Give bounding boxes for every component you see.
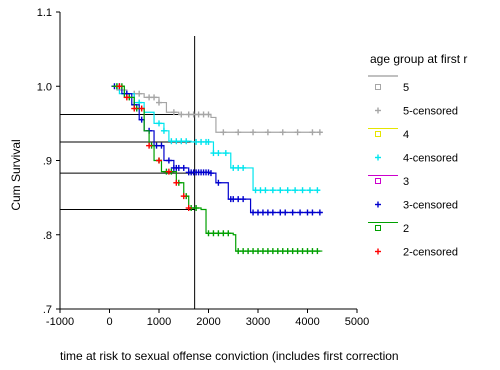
legend-title: age group at first r <box>370 52 467 66</box>
legend-entry-label: 2 <box>403 223 409 235</box>
censor-mark <box>205 111 212 118</box>
y-tick-label: .9 <box>43 156 52 168</box>
legend-entry-label: 3-censored <box>403 200 458 212</box>
x-tick-label: 4000 <box>295 316 319 328</box>
censor-mark <box>297 209 304 216</box>
series-layer <box>111 83 323 255</box>
censor-mark <box>158 142 165 149</box>
censor-mark <box>316 209 323 216</box>
censor-mark <box>314 248 321 255</box>
censor-mark <box>250 129 257 136</box>
x-tick-label: 0 <box>106 316 112 328</box>
legend-plus-marker <box>375 154 381 161</box>
censor-mark <box>289 209 296 216</box>
series-5 <box>111 85 323 136</box>
ticks: 1.1 1.0 .9 .8 .7-1000 0 1000 2000 3000 4000 5000 <box>37 7 370 328</box>
x-tick-label: 1000 <box>147 316 171 328</box>
censor-mark <box>173 179 180 186</box>
survival-curve-3 <box>111 85 323 214</box>
censor-mark <box>220 129 227 136</box>
x-tick-label: -1000 <box>46 316 74 328</box>
censor-mark <box>264 129 271 136</box>
censor-mark <box>180 193 187 200</box>
censor-mark <box>292 187 299 194</box>
reference-lines <box>60 36 196 309</box>
censor-mark <box>277 187 284 194</box>
censor-mark <box>299 187 306 194</box>
series-3 <box>111 83 323 216</box>
censor-mark <box>165 168 172 175</box>
censor-mark <box>240 196 247 203</box>
censor-mark <box>185 205 192 212</box>
censor-mark <box>314 187 321 194</box>
censor-mark <box>123 94 130 101</box>
legend-plus-marker <box>375 107 381 114</box>
censor-mark <box>316 129 323 136</box>
series-2-red <box>116 83 192 212</box>
censor-mark <box>284 187 291 194</box>
censor-mark <box>183 138 190 145</box>
censor-mark <box>178 111 185 118</box>
survival-curve-2 <box>111 85 323 252</box>
censor-mark <box>205 138 212 145</box>
censor-mark <box>279 129 286 136</box>
legend: age group at first r 5 5-censored 4 4-censo… <box>368 52 467 259</box>
legend-square-marker <box>375 84 381 90</box>
y-tick-label: .7 <box>43 304 52 316</box>
survival-curve-5 <box>111 85 323 133</box>
censor-mark <box>306 187 313 194</box>
y-tick-label: .8 <box>43 230 52 242</box>
censor-mark <box>282 209 289 216</box>
censor-mark <box>138 105 145 112</box>
censor-mark <box>215 150 222 157</box>
legend-square-marker <box>375 225 381 231</box>
censor-mark <box>160 127 167 134</box>
legend-plus-marker <box>375 201 381 208</box>
censor-mark <box>193 205 200 212</box>
x-axis-label: time at risk to sexual offense convictio… <box>60 349 399 363</box>
x-tick-label: 3000 <box>246 316 270 328</box>
legend-entry-label: 4 <box>403 129 409 141</box>
censor-mark <box>151 94 158 101</box>
axes <box>59 12 357 310</box>
censor-mark <box>131 105 138 112</box>
censor-mark <box>207 170 214 177</box>
y-tick-label: 1.0 <box>37 81 52 93</box>
y-axis-label: Cum Survival <box>9 139 23 210</box>
censor-mark <box>156 120 162 127</box>
censor-mark <box>240 164 247 171</box>
censor-mark <box>215 179 222 186</box>
censor-mark <box>235 129 242 136</box>
censor-mark <box>269 209 276 216</box>
legend-square-marker <box>375 131 381 137</box>
censor-mark <box>156 157 162 164</box>
censor-mark <box>136 90 143 97</box>
legend-entry-label: 3 <box>403 176 409 188</box>
censor-mark <box>165 157 172 164</box>
censor-mark <box>262 187 269 194</box>
censor-mark <box>146 142 153 149</box>
x-tick-label: 5000 <box>345 316 369 328</box>
censor-mark <box>156 99 162 106</box>
censor-mark <box>116 83 123 90</box>
legend-entry-label: 5 <box>403 82 409 94</box>
x-tick-label: 2000 <box>196 316 220 328</box>
censor-mark <box>225 230 232 237</box>
censor-mark <box>309 129 316 136</box>
legend-plus-marker <box>375 248 381 255</box>
censor-mark <box>170 109 177 116</box>
censor-mark <box>269 187 276 194</box>
censor-mark <box>222 150 229 157</box>
legend-entry-label: 5-censored <box>403 106 458 118</box>
legend-entry-label: 4-censored <box>403 153 458 165</box>
censor-mark <box>294 129 301 136</box>
y-tick-label: 1.1 <box>37 7 52 19</box>
legend-square-marker <box>375 178 381 184</box>
censor-mark <box>180 164 187 171</box>
legend-entry-label: 2-censored <box>403 247 458 259</box>
censor-mark <box>309 209 316 216</box>
